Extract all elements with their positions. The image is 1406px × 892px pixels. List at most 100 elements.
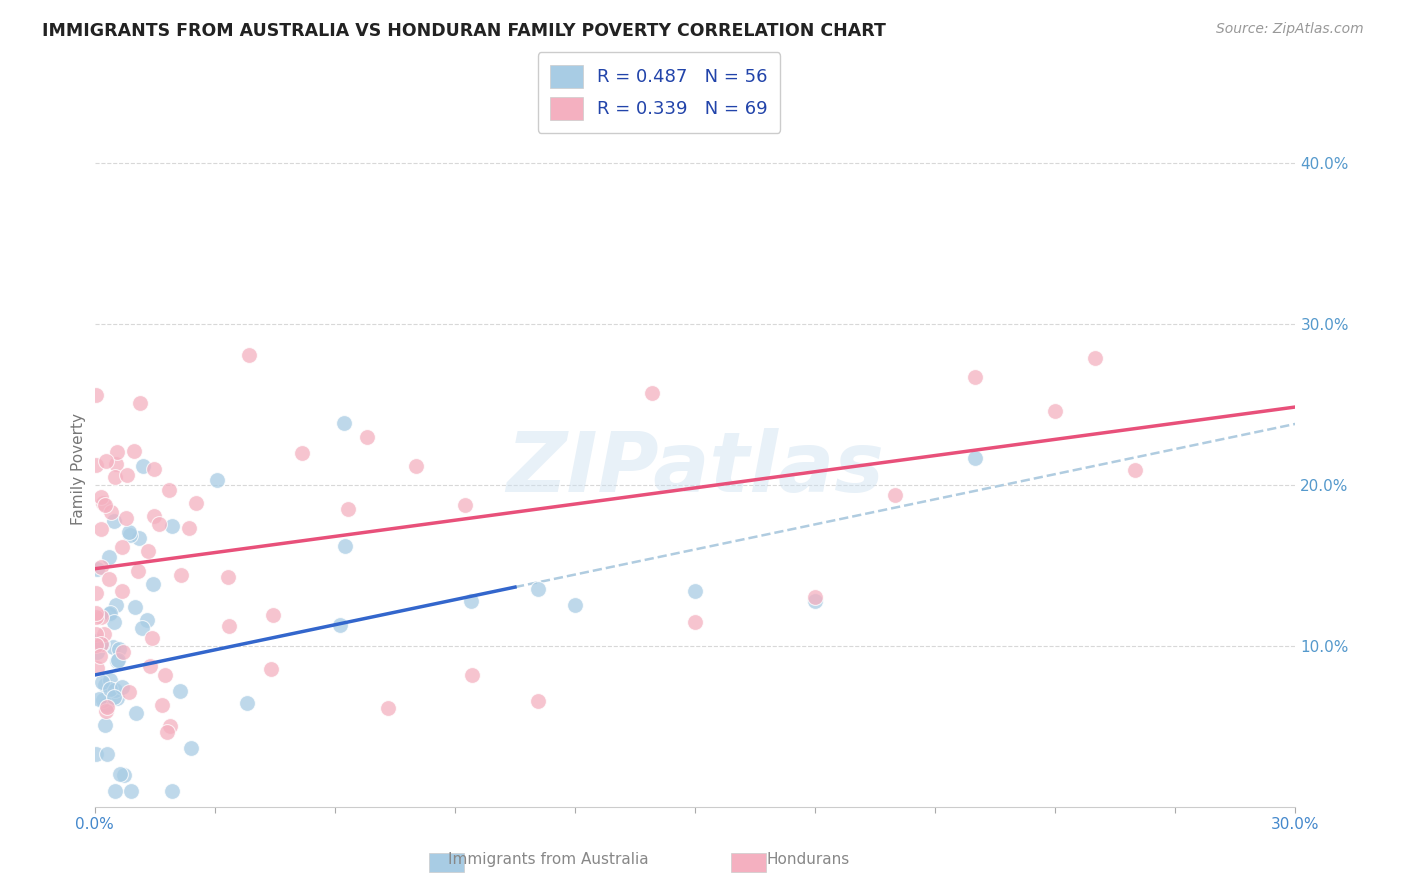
Point bbox=[527, 694, 550, 708]
Point bbox=[86, 661, 108, 675]
Point bbox=[90, 559, 112, 574]
Point bbox=[132, 458, 155, 473]
Point bbox=[157, 483, 180, 498]
Point bbox=[128, 532, 150, 546]
Point bbox=[291, 446, 314, 460]
Point bbox=[405, 459, 427, 474]
Point bbox=[91, 495, 114, 509]
Point bbox=[104, 784, 127, 798]
Text: Source: ZipAtlas.com: Source: ZipAtlas.com bbox=[1216, 22, 1364, 37]
Point bbox=[1084, 351, 1107, 366]
Text: ZIPatlas: ZIPatlas bbox=[506, 428, 884, 509]
Point bbox=[91, 675, 114, 690]
Point bbox=[120, 784, 142, 798]
Point bbox=[110, 540, 132, 554]
Point bbox=[107, 653, 129, 667]
Point bbox=[93, 627, 115, 641]
Point bbox=[111, 583, 134, 598]
Point bbox=[91, 637, 114, 651]
Point bbox=[1125, 463, 1147, 477]
Point bbox=[148, 517, 170, 532]
Point bbox=[236, 696, 259, 710]
Point bbox=[89, 692, 111, 706]
Point bbox=[564, 598, 586, 612]
Point bbox=[108, 641, 131, 656]
Point bbox=[143, 509, 166, 524]
Point bbox=[86, 562, 108, 576]
Point bbox=[160, 784, 183, 798]
Point bbox=[90, 490, 112, 504]
Point bbox=[156, 725, 179, 739]
Point bbox=[112, 645, 135, 659]
Point bbox=[153, 668, 176, 682]
Point bbox=[84, 638, 107, 652]
Text: IMMIGRANTS FROM AUSTRALIA VS HONDURAN FAMILY POVERTY CORRELATION CHART: IMMIGRANTS FROM AUSTRALIA VS HONDURAN FA… bbox=[42, 22, 886, 40]
Point bbox=[143, 462, 166, 476]
Point bbox=[336, 502, 359, 516]
Point bbox=[131, 621, 153, 635]
Point bbox=[238, 348, 260, 362]
Point bbox=[93, 678, 115, 692]
Point bbox=[160, 519, 183, 533]
Point bbox=[98, 572, 121, 586]
Point bbox=[86, 645, 108, 659]
Point bbox=[86, 633, 108, 648]
Point bbox=[262, 607, 284, 622]
Point bbox=[335, 539, 357, 553]
Point bbox=[103, 615, 125, 630]
Point bbox=[142, 576, 165, 591]
Point bbox=[103, 690, 125, 705]
Point bbox=[115, 467, 138, 482]
Point bbox=[105, 445, 128, 459]
Point bbox=[377, 700, 399, 714]
Point bbox=[84, 585, 107, 599]
Point bbox=[641, 385, 664, 400]
Text: Immigrants from Australia: Immigrants from Australia bbox=[449, 852, 648, 867]
Point bbox=[103, 640, 125, 655]
Point bbox=[129, 395, 152, 409]
Point bbox=[150, 698, 173, 712]
Point bbox=[96, 700, 118, 714]
Legend: R = 0.487   N = 56, R = 0.339   N = 69: R = 0.487 N = 56, R = 0.339 N = 69 bbox=[537, 52, 780, 133]
Point bbox=[93, 498, 115, 512]
Point bbox=[98, 606, 121, 620]
Point bbox=[100, 505, 122, 519]
Point bbox=[683, 584, 706, 599]
Point bbox=[460, 594, 482, 608]
Point bbox=[136, 543, 159, 558]
Point bbox=[98, 681, 121, 696]
Point bbox=[177, 521, 200, 535]
Point bbox=[135, 613, 157, 627]
Point bbox=[103, 514, 125, 528]
Point bbox=[96, 704, 118, 718]
Point bbox=[91, 693, 114, 707]
Point bbox=[683, 615, 706, 630]
Text: Hondurans: Hondurans bbox=[766, 852, 851, 867]
Point bbox=[884, 488, 907, 502]
Point bbox=[104, 457, 127, 471]
Point bbox=[104, 682, 127, 697]
Point bbox=[97, 550, 120, 565]
Point bbox=[84, 607, 107, 621]
Point bbox=[104, 470, 127, 484]
Point bbox=[217, 570, 239, 584]
Point bbox=[120, 527, 142, 541]
Point bbox=[89, 648, 111, 663]
Point bbox=[114, 511, 136, 525]
Point bbox=[526, 582, 548, 596]
Point bbox=[1045, 404, 1067, 418]
Point bbox=[86, 458, 108, 472]
Point bbox=[180, 740, 202, 755]
Point bbox=[329, 617, 352, 632]
Point bbox=[124, 599, 146, 614]
Point bbox=[965, 369, 987, 384]
Point bbox=[454, 498, 477, 512]
Point bbox=[218, 619, 240, 633]
Point bbox=[333, 416, 356, 430]
Point bbox=[112, 767, 135, 781]
Point bbox=[98, 673, 121, 688]
Point bbox=[170, 568, 193, 582]
Point bbox=[138, 659, 160, 673]
Point bbox=[90, 637, 112, 651]
Point bbox=[98, 607, 121, 621]
